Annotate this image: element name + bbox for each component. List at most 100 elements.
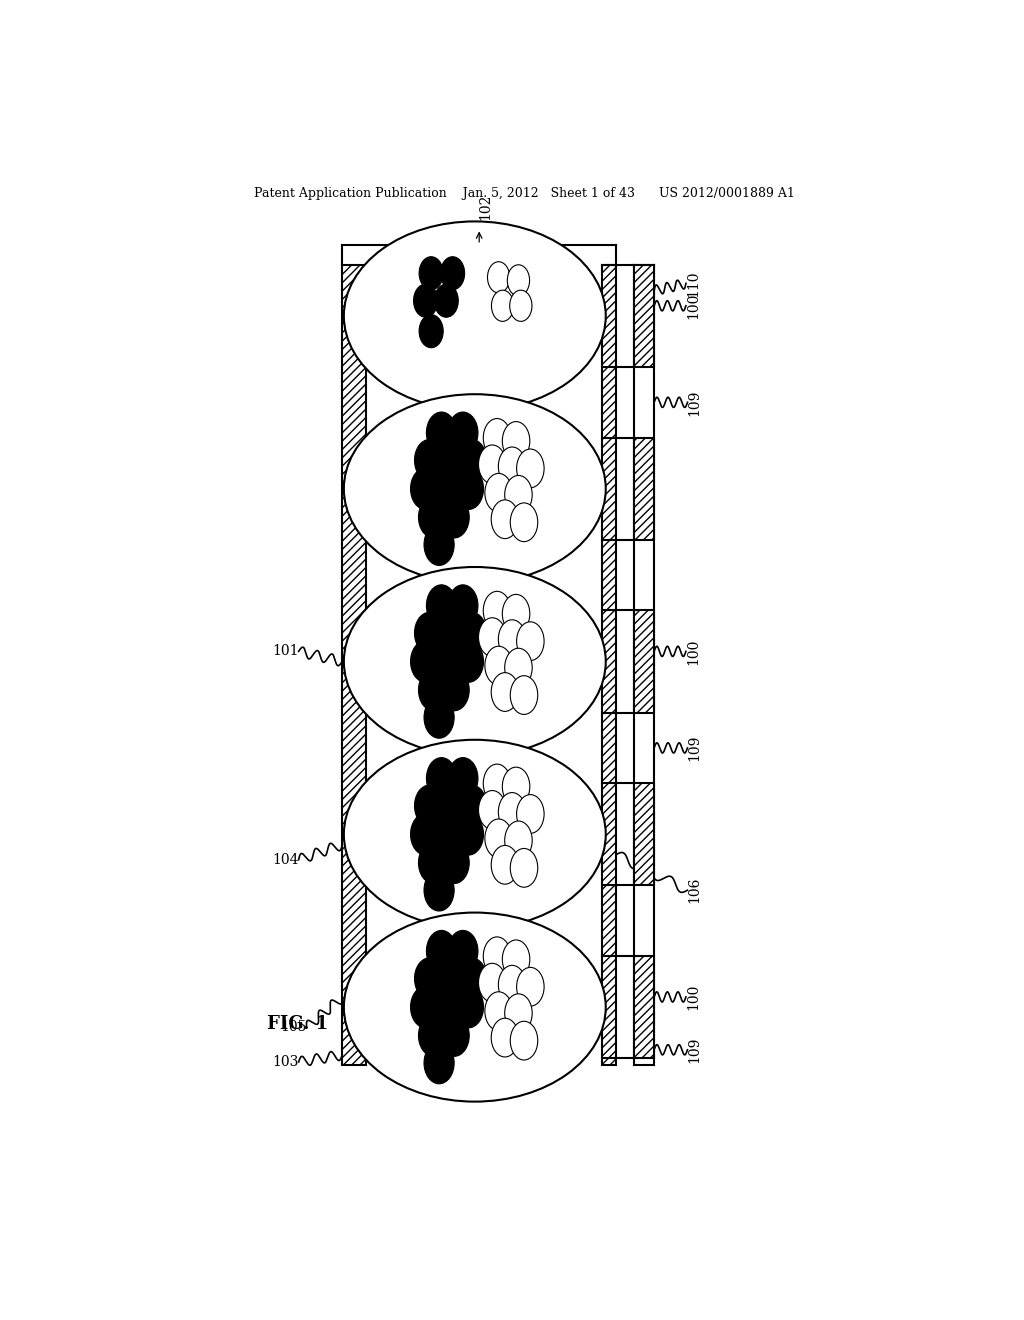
Ellipse shape: [503, 594, 529, 634]
Ellipse shape: [419, 256, 443, 290]
Ellipse shape: [426, 585, 457, 627]
Ellipse shape: [415, 958, 444, 999]
Bar: [602, 265, 616, 1065]
Text: FIG. 1: FIG. 1: [267, 1015, 328, 1034]
Bar: [634, 610, 654, 713]
Ellipse shape: [499, 447, 526, 486]
Ellipse shape: [483, 764, 511, 803]
Ellipse shape: [414, 284, 437, 317]
Ellipse shape: [447, 585, 478, 627]
Ellipse shape: [344, 395, 606, 583]
Ellipse shape: [436, 785, 466, 826]
Ellipse shape: [434, 284, 459, 317]
Ellipse shape: [484, 991, 512, 1031]
Ellipse shape: [483, 591, 511, 630]
Ellipse shape: [492, 673, 519, 711]
Ellipse shape: [426, 412, 457, 454]
Text: 101: 101: [272, 644, 299, 659]
Ellipse shape: [432, 813, 462, 855]
Ellipse shape: [516, 622, 544, 660]
Ellipse shape: [516, 968, 544, 1006]
Ellipse shape: [415, 440, 444, 480]
Ellipse shape: [478, 445, 506, 483]
Text: 102: 102: [478, 194, 493, 220]
Text: 100: 100: [686, 983, 699, 1010]
Ellipse shape: [344, 568, 606, 756]
Ellipse shape: [419, 1015, 449, 1056]
Ellipse shape: [510, 1022, 538, 1060]
Ellipse shape: [503, 940, 529, 978]
Ellipse shape: [426, 931, 457, 972]
Bar: [602, 265, 616, 1065]
Ellipse shape: [436, 612, 466, 653]
Ellipse shape: [516, 795, 544, 833]
Ellipse shape: [487, 261, 510, 293]
Bar: [634, 265, 654, 367]
Text: 106: 106: [687, 876, 701, 903]
Ellipse shape: [411, 640, 440, 682]
Text: Patent Application Publication    Jan. 5, 2012   Sheet 1 of 43      US 2012/0001: Patent Application Publication Jan. 5, 2…: [254, 187, 796, 201]
Ellipse shape: [344, 739, 606, 929]
Ellipse shape: [457, 612, 486, 653]
Ellipse shape: [478, 618, 506, 656]
Ellipse shape: [344, 222, 606, 411]
Text: 110: 110: [686, 271, 699, 297]
Ellipse shape: [484, 647, 512, 685]
Ellipse shape: [454, 640, 483, 682]
Ellipse shape: [492, 500, 519, 539]
Ellipse shape: [426, 758, 457, 799]
Ellipse shape: [478, 964, 506, 1002]
Ellipse shape: [424, 870, 455, 911]
Ellipse shape: [510, 290, 531, 321]
Bar: [634, 956, 654, 1059]
Ellipse shape: [503, 421, 529, 461]
Ellipse shape: [432, 467, 462, 510]
Bar: [634, 438, 654, 540]
Ellipse shape: [499, 620, 526, 659]
Ellipse shape: [492, 1018, 519, 1057]
Ellipse shape: [411, 986, 440, 1028]
Ellipse shape: [454, 813, 483, 855]
Ellipse shape: [510, 503, 538, 541]
Ellipse shape: [484, 818, 512, 858]
Ellipse shape: [510, 676, 538, 714]
Ellipse shape: [439, 842, 469, 883]
Ellipse shape: [419, 669, 449, 710]
Ellipse shape: [483, 418, 511, 457]
Ellipse shape: [424, 697, 455, 738]
Ellipse shape: [440, 256, 465, 290]
Ellipse shape: [447, 931, 478, 972]
Ellipse shape: [454, 467, 483, 510]
Ellipse shape: [436, 958, 466, 999]
Ellipse shape: [457, 958, 486, 999]
Ellipse shape: [507, 265, 529, 296]
Ellipse shape: [439, 1015, 469, 1056]
Bar: [342, 265, 367, 1065]
Ellipse shape: [499, 792, 526, 832]
Ellipse shape: [510, 849, 538, 887]
Ellipse shape: [432, 640, 462, 682]
Text: 103: 103: [272, 1055, 299, 1069]
Text: 109: 109: [687, 735, 701, 762]
Bar: [634, 438, 654, 540]
Ellipse shape: [505, 648, 532, 686]
Text: 105: 105: [281, 1020, 306, 1035]
Ellipse shape: [478, 791, 506, 829]
Ellipse shape: [344, 912, 606, 1102]
Ellipse shape: [411, 813, 440, 855]
Text: 109: 109: [687, 389, 701, 416]
Ellipse shape: [439, 669, 469, 710]
Text: 100: 100: [686, 638, 699, 664]
Ellipse shape: [457, 785, 486, 826]
Bar: [634, 265, 654, 367]
Ellipse shape: [492, 845, 519, 884]
Ellipse shape: [516, 449, 544, 488]
Ellipse shape: [419, 314, 443, 347]
Ellipse shape: [457, 440, 486, 480]
Ellipse shape: [484, 474, 512, 512]
Text: 104: 104: [272, 853, 299, 867]
Ellipse shape: [447, 412, 478, 454]
Ellipse shape: [492, 290, 514, 321]
Bar: [342, 265, 367, 1065]
Ellipse shape: [447, 758, 478, 799]
